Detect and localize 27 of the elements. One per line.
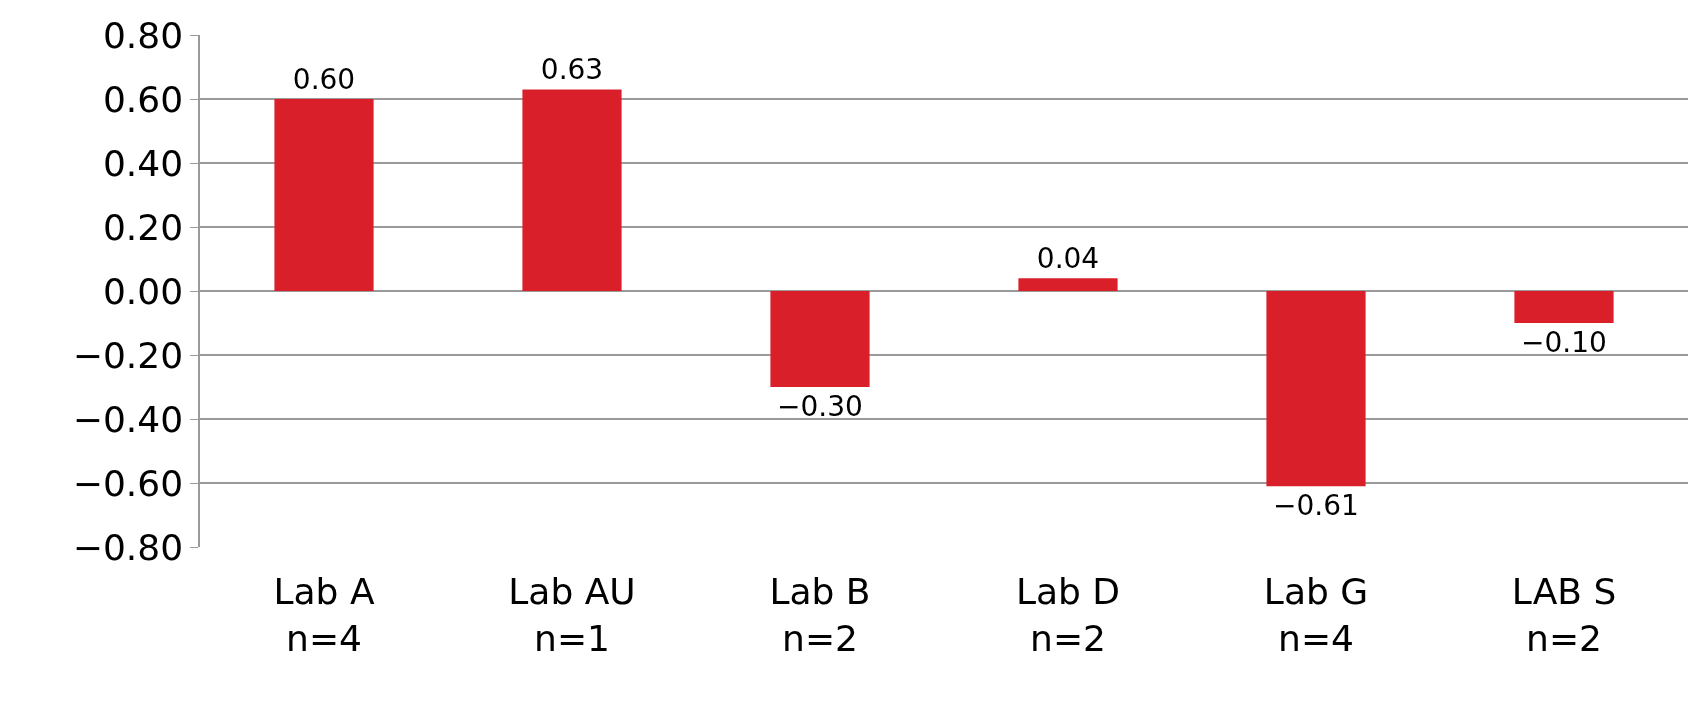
y-tick-label: 0.20 bbox=[102, 206, 184, 248]
data-label: −0.61 bbox=[1273, 489, 1359, 523]
x-tick-label: Lab AU n=1 bbox=[508, 571, 636, 659]
bar bbox=[1018, 278, 1118, 291]
data-label: 0.60 bbox=[292, 63, 356, 96]
bar bbox=[770, 291, 870, 387]
y-tick-label: −0.80 bbox=[72, 526, 184, 568]
y-tick-label: 0.40 bbox=[102, 142, 184, 184]
x-tick-label: Lab D n=2 bbox=[1015, 571, 1121, 659]
bar bbox=[1266, 291, 1366, 487]
bar bbox=[522, 89, 622, 291]
bar bbox=[274, 99, 374, 291]
data-label: 0.04 bbox=[1036, 242, 1100, 276]
x-tick-label: Lab G n=4 bbox=[1263, 571, 1369, 659]
y-tick-label: −0.20 bbox=[72, 334, 184, 376]
y-tick-label: −0.40 bbox=[72, 398, 184, 440]
y-tick-label: −0.60 bbox=[72, 462, 184, 504]
y-tick-label: 0.80 bbox=[102, 14, 184, 56]
x-tick-label: LAB S n=2 bbox=[1511, 571, 1617, 659]
y-tick-label: 0.60 bbox=[102, 78, 184, 120]
bar bbox=[1514, 291, 1614, 323]
x-tick-label: Lab B n=2 bbox=[769, 571, 871, 659]
data-label: 0.63 bbox=[540, 53, 604, 87]
y-tick-label: 0.00 bbox=[102, 270, 184, 312]
data-label: −0.10 bbox=[1521, 326, 1607, 359]
x-tick-label: Lab A n=4 bbox=[273, 571, 375, 659]
data-label: −0.30 bbox=[777, 390, 863, 423]
